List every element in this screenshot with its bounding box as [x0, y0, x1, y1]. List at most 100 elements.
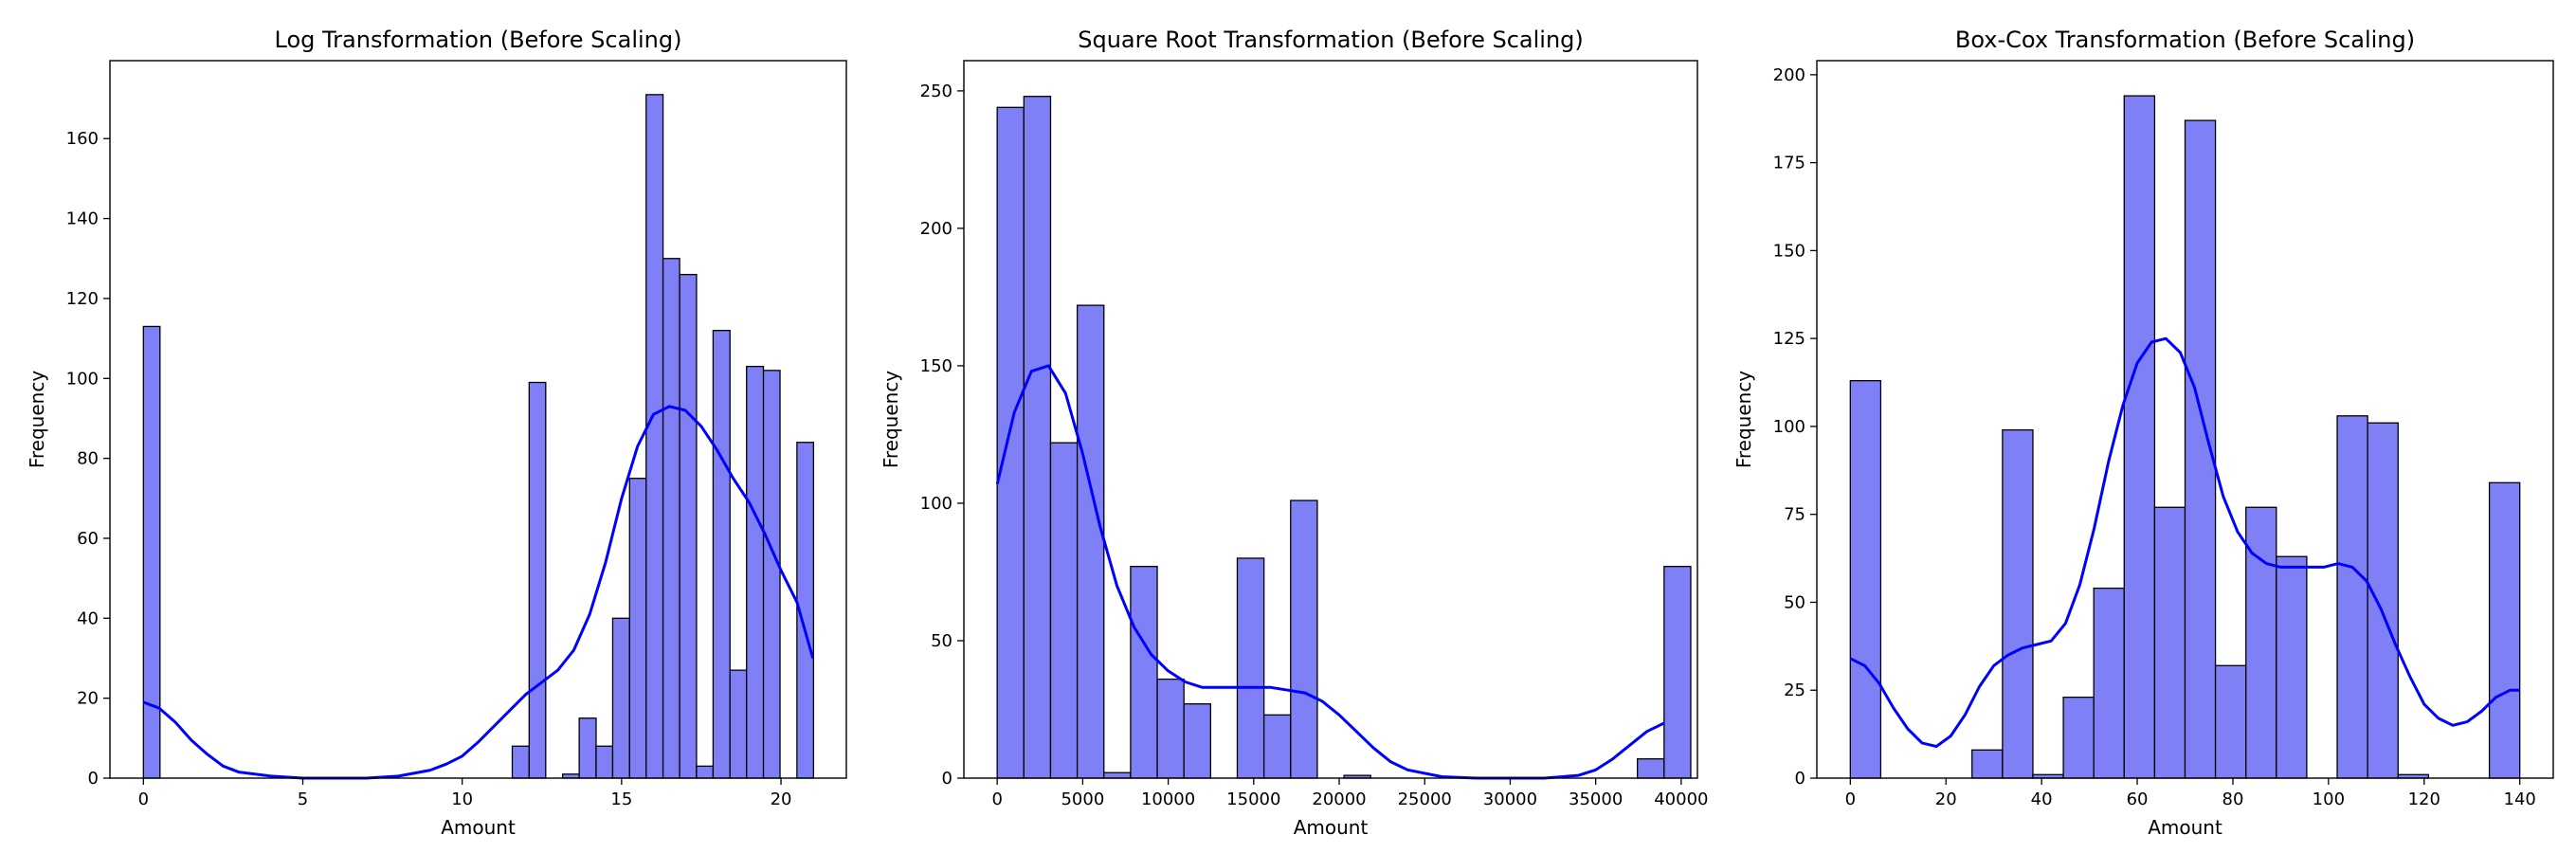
histogram-bar: [1971, 749, 2004, 779]
histogram-bar: [2336, 415, 2368, 779]
histogram-bar: [996, 106, 1025, 779]
histogram-bar: [696, 765, 715, 779]
x-tick-label: 20000: [1312, 789, 1366, 809]
x-tick-label: 60: [2127, 789, 2149, 809]
y-tick-label: 100: [920, 494, 952, 514]
y-tick-label: 40: [77, 608, 99, 628]
histogram-bar: [679, 273, 698, 779]
histogram-bar: [2245, 506, 2277, 779]
histogram-bar: [1637, 758, 1665, 779]
y-tick-label: 140: [66, 209, 99, 229]
y-tick-label: 80: [77, 449, 99, 469]
x-tick-label: 40000: [1654, 789, 1708, 809]
histogram-bar: [2214, 664, 2247, 779]
kde-curve: [142, 405, 815, 780]
histogram-bar: [746, 365, 765, 779]
y-tick-label: 50: [931, 631, 952, 651]
x-tick-label: 10000: [1141, 789, 1195, 809]
histogram-bar: [528, 381, 547, 779]
x-axis-label: Amount: [2148, 816, 2222, 839]
y-axis-label: Frequency: [1732, 371, 1755, 468]
histogram-bar: [1156, 678, 1185, 779]
histogram-bar: [611, 617, 630, 779]
histogram-bar: [2062, 697, 2095, 779]
x-tick-label: 35000: [1569, 789, 1623, 809]
x-tick-label: 0: [138, 789, 149, 809]
chart-panel-1: 0 5 10 15 20 0 20 40 60 80 100 120 140 160 Log Transfo…: [26, 27, 847, 839]
histogram-bar: [2276, 555, 2308, 779]
x-tick-label: 40: [2031, 789, 2053, 809]
y-tick-label: 25: [1784, 681, 1805, 700]
histogram-bar: [645, 94, 664, 779]
y-tick-label: 0: [942, 769, 952, 789]
y-tick-label: 120: [66, 289, 99, 309]
plot-frame: [109, 60, 847, 779]
y-tick-label: 75: [1784, 505, 1805, 525]
histogram-bar: [2093, 587, 2125, 779]
histogram-bar: [595, 745, 614, 779]
histogram-bar: [2153, 506, 2186, 779]
y-tick-label: 175: [1773, 154, 1805, 173]
x-axis-label: Amount: [1294, 816, 1369, 839]
histogram-bar: [1023, 96, 1052, 779]
x-tick-label: 15000: [1226, 789, 1280, 809]
y-tick-label: 200: [920, 219, 952, 239]
y-tick-label: 150: [920, 356, 952, 376]
histogram-bar: [1849, 380, 1882, 779]
x-tick-label: 25000: [1398, 789, 1452, 809]
x-tick-label: 10: [451, 789, 473, 809]
histogram-bar: [2488, 481, 2521, 779]
y-tick-label: 100: [66, 369, 99, 389]
x-tick-label: 120: [2408, 789, 2440, 809]
x-tick-label: 5000: [1061, 789, 1104, 809]
x-tick-label: 0: [991, 789, 1002, 809]
y-tick-label: 0: [1795, 769, 1805, 789]
x-tick-label: 15: [610, 789, 632, 809]
chart-panel-2: 0 5000 10000 15000 20000 25000 30000 35000 40000…: [880, 27, 1708, 839]
histogram-bar: [628, 478, 647, 779]
histogram-bar: [1076, 304, 1105, 779]
y-tick-label: 20: [77, 689, 99, 709]
plot-frame: [1816, 60, 2554, 779]
y-tick-label: 60: [77, 529, 99, 549]
y-tick-label: 125: [1773, 329, 1805, 349]
histogram-bar: [662, 258, 680, 779]
plot-frame: [963, 60, 1698, 779]
histogram-bar: [1236, 557, 1265, 779]
x-tick-label: 20: [1935, 789, 1957, 809]
histogram-bar: [729, 669, 748, 779]
histogram-bar: [2367, 422, 2399, 779]
chart-title: Box-Cox Transformation (Before Scaling): [1955, 27, 2415, 53]
x-tick-label: 100: [2313, 789, 2345, 809]
chart-panel-3: 0 20 40 60 80 100 120 140 0 25 50 75 100 125 150 175 200…: [1732, 27, 2554, 839]
y-tick-label: 250: [920, 82, 952, 101]
histogram-bar: [1663, 566, 1692, 779]
y-tick-label: 150: [1773, 241, 1805, 261]
kde-curve: [1849, 336, 2520, 749]
histogram-bar: [1049, 442, 1079, 779]
histogram-bar: [578, 717, 597, 779]
x-axis-label: Amount: [441, 816, 516, 839]
histogram-bar: [511, 745, 530, 779]
histogram-bar: [762, 370, 781, 779]
histogram-bar: [1130, 566, 1158, 779]
histogram-bar: [1290, 499, 1318, 779]
histogram-bar: [1183, 703, 1211, 779]
y-tick-label: 0: [88, 769, 99, 789]
x-tick-label: 80: [2222, 789, 2244, 809]
y-axis-label: Frequency: [26, 371, 48, 468]
histogram-bar: [712, 330, 731, 779]
histogram-bar: [142, 325, 161, 779]
x-tick-label: 140: [2504, 789, 2536, 809]
x-tick-label: 20: [771, 789, 792, 809]
y-axis-label: Frequency: [880, 371, 902, 468]
chart-title: Log Transformation (Before Scaling): [275, 27, 682, 53]
y-tick-label: 100: [1773, 417, 1805, 437]
y-tick-label: 50: [1784, 592, 1805, 612]
y-tick-label: 160: [66, 129, 99, 149]
chart-title: Square Root Transformation (Before Scali…: [1078, 27, 1584, 53]
x-tick-label: 5: [298, 789, 308, 809]
x-tick-label: 30000: [1483, 789, 1537, 809]
histogram-bar: [2123, 95, 2156, 779]
